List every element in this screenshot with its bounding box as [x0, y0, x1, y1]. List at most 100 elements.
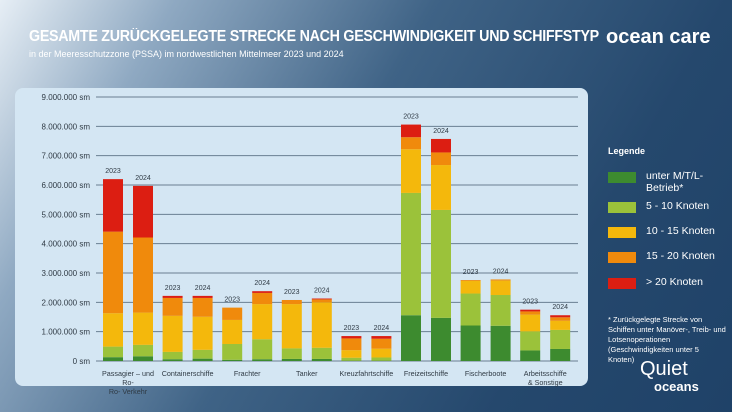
bar-segment	[401, 192, 421, 316]
y-tick-label: 6.000.000 sm	[42, 181, 91, 190]
legend-label: 5 - 10 Knoten	[646, 200, 710, 212]
x-category-label: Tanker	[296, 369, 318, 378]
legend-item: 15 - 20 Knoten	[608, 250, 716, 263]
bar-segment	[103, 313, 123, 347]
legend-footnote: * Zurückgelegte Strecke von Schiffen unt…	[608, 315, 726, 364]
year-label: 2023	[463, 269, 479, 276]
bar-segment	[520, 309, 541, 312]
bar-segment	[490, 295, 511, 326]
bar-segment	[103, 346, 123, 358]
bar-segment	[490, 280, 511, 295]
legend-label: > 20 Knoten	[646, 276, 703, 288]
legend-label: unter M/T/L-Betrieb*	[646, 170, 704, 194]
bar-segment	[281, 358, 302, 361]
bar-segment	[311, 299, 332, 303]
x-category-label: Ro- Verkehr	[109, 387, 148, 396]
bar-segment	[401, 149, 421, 193]
year-label: 2024	[314, 288, 330, 295]
x-category-label: Arbeitsschiffe	[524, 369, 567, 378]
bar-segment	[341, 357, 362, 361]
y-tick-label: 4.000.000 sm	[42, 240, 91, 249]
year-label: 2024	[493, 268, 509, 275]
bar-segment	[311, 298, 332, 300]
oceancare-logo: ocean care	[606, 26, 711, 48]
bar-segment	[460, 280, 481, 294]
bar-segment	[371, 338, 392, 349]
bar-segment	[192, 295, 213, 298]
year-label: 2024	[254, 280, 270, 287]
bar-segment	[192, 358, 213, 361]
bar-segment	[133, 237, 153, 313]
year-label: 2024	[195, 285, 211, 292]
bar-segment	[252, 291, 273, 293]
y-tick-label: 5.000.000 sm	[42, 210, 91, 219]
bar-segment	[401, 315, 421, 361]
bar-segment	[162, 295, 183, 298]
x-category-label: & Sonstige	[528, 378, 563, 387]
bar-segment	[162, 351, 183, 360]
legend-item: 10 - 15 Knoten	[608, 225, 716, 238]
bar-segment	[252, 339, 273, 360]
bar-segment	[431, 165, 451, 210]
legend-title: Legende	[608, 146, 646, 156]
year-label: 2023	[105, 168, 121, 175]
year-label: 2023	[344, 325, 360, 332]
legend-swatch	[608, 172, 636, 183]
y-tick-label: 8.000.000 sm	[42, 122, 91, 131]
chart-title: GESAMTE ZURÜCKGELEGTE STRECKE NACH GESCH…	[29, 28, 599, 45]
year-label: 2023	[403, 114, 419, 121]
legend-swatch	[608, 252, 636, 263]
y-tick-label: 7.000.000 sm	[42, 152, 91, 161]
bar-segment	[401, 124, 421, 138]
x-category-label: Freizeitschiffe	[404, 369, 448, 378]
bar-segment	[192, 297, 213, 317]
bar-segment	[431, 152, 451, 166]
bar-segment	[311, 358, 332, 361]
y-tick-label: 1.000.000 sm	[42, 328, 91, 337]
logo-text-2: oceans	[654, 379, 699, 394]
x-category-label: Fischerboote	[465, 369, 507, 378]
bar-segment	[401, 137, 421, 150]
chart-svg: 0 sm 1.000.000 sm 2.000.000 sm 3.000.000 sm…	[42, 93, 578, 396]
bar-segment	[431, 317, 451, 361]
chart-subtitle: in der Meeresschutzzone (PSSA) im nordwe…	[29, 49, 344, 59]
logo-text-1: Quiet	[640, 358, 688, 380]
bar-segment	[162, 297, 183, 316]
bar-segment	[133, 185, 153, 238]
legend-swatch	[608, 202, 636, 213]
bar-segment	[460, 293, 481, 326]
x-category-label: Passagier – und	[102, 369, 154, 378]
bar-segment	[341, 336, 362, 339]
year-label: 2024	[135, 175, 151, 182]
bar-segment	[431, 209, 451, 318]
bar-segment	[550, 348, 571, 361]
bar-segment	[371, 336, 392, 339]
bar-segment	[252, 359, 273, 361]
bar-segment	[192, 316, 213, 350]
y-tick-label: 9.000.000 sm	[42, 93, 91, 102]
bar-segment	[520, 311, 541, 315]
legend-label: 15 - 20 Knoten	[646, 250, 715, 262]
legend-swatch	[608, 278, 636, 289]
bar-segment	[311, 302, 332, 348]
year-label: 2023	[522, 299, 538, 306]
bar-segment	[371, 348, 392, 358]
legend-item: > 20 Knoten	[608, 276, 716, 289]
bar-segment	[133, 356, 153, 361]
legend-swatch	[608, 227, 636, 238]
year-label: 2023	[224, 297, 240, 304]
x-category-label: Frachter	[234, 369, 261, 378]
bar-segment	[281, 348, 302, 359]
bar-segment	[103, 357, 123, 361]
bar-segment	[520, 350, 541, 361]
bar-segment	[431, 138, 451, 153]
bar-segment	[252, 292, 273, 305]
y-tick-label: 0 sm	[73, 357, 91, 366]
legend-item: unter M/T/L-Betrieb*	[608, 170, 716, 194]
bar-segment	[281, 304, 302, 349]
bar-segment	[222, 343, 243, 360]
bar-segment	[222, 307, 243, 320]
bar-segment	[133, 312, 153, 345]
bar-segment	[371, 357, 392, 361]
bar-segment	[341, 338, 362, 351]
